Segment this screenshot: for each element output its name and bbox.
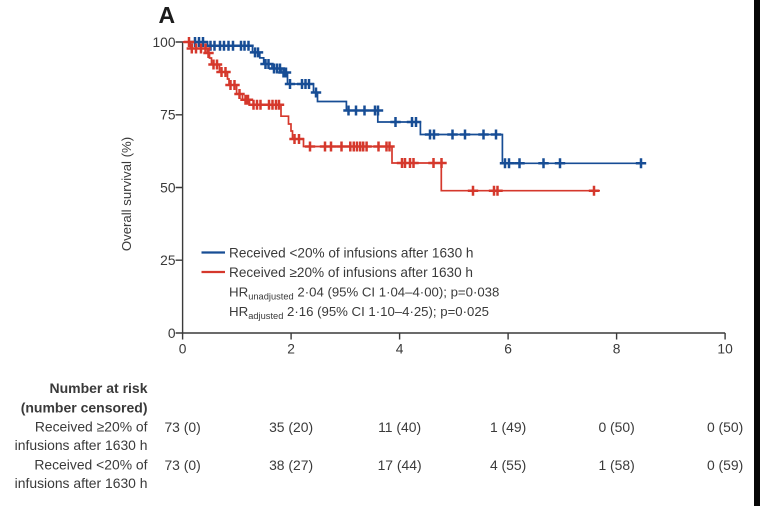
svg-text:35 (20): 35 (20) — [269, 419, 313, 435]
svg-text:25: 25 — [160, 253, 176, 268]
svg-text:38 (27): 38 (27) — [269, 457, 313, 473]
svg-text:0: 0 — [179, 342, 187, 357]
svg-text:Received ≥20% of infusions aft: Received ≥20% of infusions after 1630 h — [229, 265, 473, 280]
svg-text:1 (49): 1 (49) — [490, 419, 526, 435]
svg-text:73 (0): 73 (0) — [164, 457, 200, 473]
svg-text:(number censored): (number censored) — [21, 399, 148, 415]
svg-text:17 (44): 17 (44) — [378, 457, 422, 473]
svg-text:50: 50 — [160, 180, 176, 195]
svg-text:0 (50): 0 (50) — [598, 419, 634, 435]
svg-text:4 (55): 4 (55) — [490, 457, 526, 473]
svg-text:0 (50): 0 (50) — [707, 419, 743, 435]
svg-text:2: 2 — [287, 342, 295, 357]
svg-text:10: 10 — [717, 342, 733, 357]
svg-text:6: 6 — [504, 342, 512, 357]
svg-text:8: 8 — [613, 342, 621, 357]
svg-text:infusions after 1630 h: infusions after 1630 h — [15, 475, 148, 491]
svg-text:0: 0 — [168, 326, 176, 341]
svg-text:Received <20% of infusions aft: Received <20% of infusions after 1630 h — [229, 246, 473, 261]
svg-text:A: A — [159, 2, 176, 28]
svg-text:HRadjusted 2·16 (95% CI 1·10–4: HRadjusted 2·16 (95% CI 1·10–4·25); p=0·… — [229, 304, 489, 321]
svg-text:1 (58): 1 (58) — [598, 457, 634, 473]
svg-text:4: 4 — [396, 342, 404, 357]
svg-text:0 (59): 0 (59) — [707, 457, 743, 473]
svg-text:100: 100 — [152, 35, 175, 50]
svg-text:Received <20% of: Received <20% of — [34, 456, 147, 472]
svg-text:75: 75 — [160, 108, 176, 123]
svg-text:Received ≥20% of: Received ≥20% of — [35, 418, 148, 434]
svg-text:Number at risk: Number at risk — [49, 380, 147, 396]
svg-text:HRunadjusted 2·04 (95% CI 1·04: HRunadjusted 2·04 (95% CI 1·04–4·00); p=… — [229, 284, 499, 301]
svg-text:11 (40): 11 (40) — [378, 419, 421, 435]
svg-text:Overall survival (%): Overall survival (%) — [119, 137, 134, 251]
svg-text:infusions after 1630 h: infusions after 1630 h — [15, 437, 148, 453]
svg-text:73 (0): 73 (0) — [164, 419, 200, 435]
